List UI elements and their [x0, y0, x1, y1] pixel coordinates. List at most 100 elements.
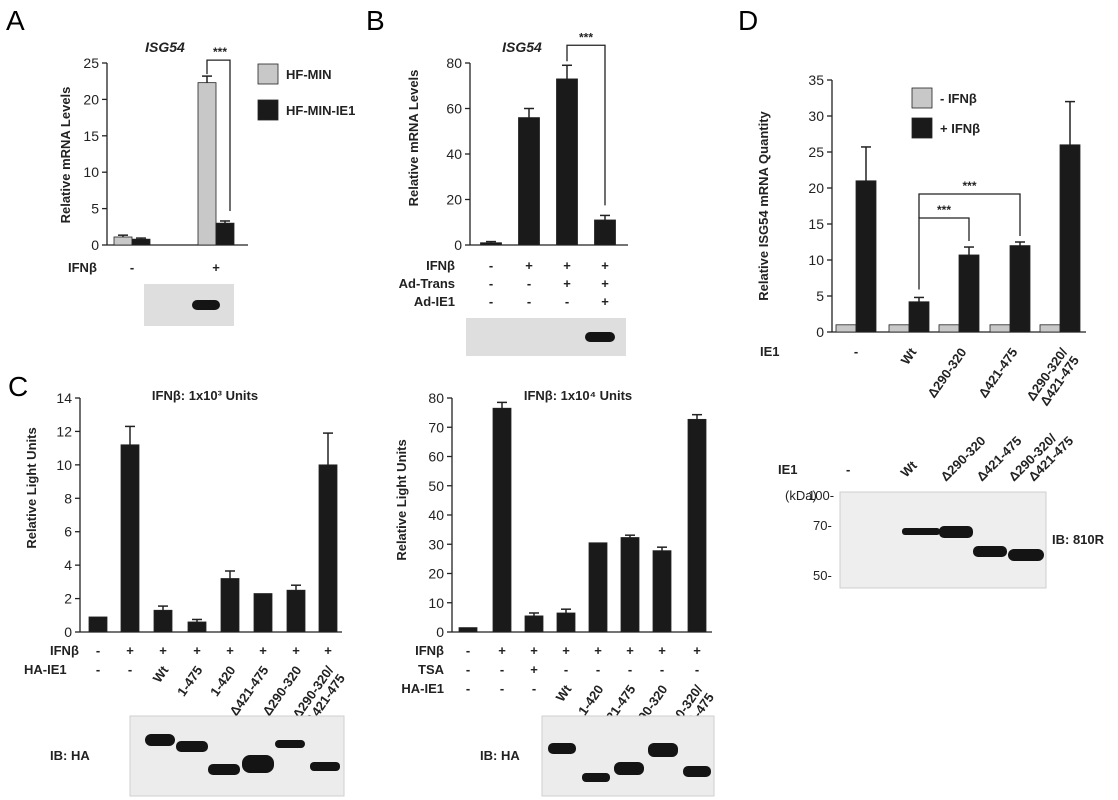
- condition-value: -: [128, 662, 132, 677]
- y-tick-label: 80: [428, 390, 444, 406]
- significance-bracket: [206, 59, 231, 211]
- condition-value: +: [563, 258, 571, 273]
- blot-d-marker: 100-: [808, 488, 834, 503]
- blot-c-left-band: [176, 741, 208, 752]
- condition-value: -: [489, 276, 493, 291]
- blot-d-band: [973, 546, 1007, 557]
- significance-stars: ***: [213, 45, 227, 59]
- blot-c-left-band: [242, 755, 274, 773]
- bar: [120, 444, 140, 633]
- y-tick-label: 0: [436, 624, 444, 640]
- condition-label: Ad-IE1: [414, 294, 455, 309]
- condition-value: +: [212, 260, 220, 275]
- condition-value: -: [500, 681, 504, 696]
- bar: [197, 82, 217, 246]
- bar: [131, 238, 151, 246]
- condition-value: 1-420: [575, 682, 606, 718]
- blot-d-lane-label: Δ290-320/Δ421-475: [1006, 423, 1077, 494]
- bar: [620, 537, 640, 633]
- condition-value: -: [565, 294, 569, 309]
- panel-label-a: A: [6, 5, 25, 36]
- condition-value: +: [159, 643, 167, 658]
- legend-swatch: [257, 99, 279, 121]
- bar: [594, 219, 616, 246]
- y-tick-label: 10: [808, 252, 824, 268]
- y-tick-label: 6: [64, 524, 72, 540]
- condition-value: +: [226, 643, 234, 658]
- bar: [835, 324, 857, 333]
- condition-value: +: [193, 643, 201, 658]
- condition-value: +: [693, 643, 701, 658]
- condition-value: -: [130, 260, 134, 275]
- bar: [480, 242, 502, 246]
- y-tick-label: 8: [64, 490, 72, 506]
- bar: [938, 324, 960, 333]
- condition-value: +: [562, 643, 570, 658]
- condition-value: +: [594, 643, 602, 658]
- y-tick-label: 40: [446, 146, 462, 162]
- condition-value: -: [695, 662, 699, 677]
- bar: [556, 78, 578, 246]
- chart-c-right: 0 10 20 30 40 50 60 70 80 IFNβ: 1x10⁴ Units Relati…: [394, 388, 717, 745]
- legend-swatch: [911, 87, 933, 109]
- category-label: Δ290-320: [924, 345, 969, 400]
- y-tick-label: 0: [64, 624, 72, 640]
- y-tick-label: 80: [446, 55, 462, 71]
- condition-value: 1-420: [207, 663, 238, 699]
- y-tick-label: 25: [83, 55, 99, 71]
- bar: [588, 542, 608, 633]
- y-tick-label: 12: [56, 423, 72, 439]
- bar: [253, 593, 273, 633]
- y-axis-label: Relative mRNA Levels: [58, 87, 73, 224]
- legend-swatch: [257, 63, 279, 85]
- bar: [215, 222, 235, 246]
- y-tick-label: 5: [91, 201, 99, 217]
- condition-value: +: [601, 276, 609, 291]
- blot-c-left-band: [310, 762, 340, 771]
- condition-value: -: [489, 258, 493, 273]
- condition-value: +: [525, 258, 533, 273]
- y-tick-label: 0: [91, 237, 99, 253]
- condition-value: -: [527, 276, 531, 291]
- condition-value: -: [466, 662, 470, 677]
- y-tick-label: 4: [64, 557, 72, 573]
- significance-bracket: [918, 193, 1021, 236]
- y-tick-label: 70: [428, 419, 444, 435]
- chart-b: 0 20 40 60 80 ISG54 Relative mRNA Levels IFNβ - +…: [399, 30, 628, 309]
- bar: [855, 180, 877, 333]
- blot-d-lane-label: -: [846, 462, 850, 477]
- y-tick-label: 60: [428, 449, 444, 465]
- blot-c-left: [129, 715, 345, 797]
- blot-a: [144, 284, 234, 326]
- significance-bracket: [566, 44, 606, 206]
- blot-d-marker: 50-: [813, 568, 832, 583]
- chart-title: IFNβ: 1x10³ Units: [152, 388, 258, 403]
- y-tick-label: 10: [428, 595, 444, 611]
- condition-label: IE1: [760, 344, 780, 359]
- condition-value: -: [500, 662, 504, 677]
- bar: [286, 589, 306, 633]
- bar: [888, 324, 910, 333]
- significance-bracket: [918, 217, 970, 290]
- chart-title: ISG54: [145, 39, 185, 55]
- condition-value: +: [658, 643, 666, 658]
- blot-c-right-band: [683, 766, 711, 777]
- condition-value: -: [96, 662, 100, 677]
- category-label: Wt: [898, 345, 920, 368]
- bar: [687, 418, 707, 633]
- condition-value: +: [498, 643, 506, 658]
- condition-label: HA-IE1: [401, 681, 444, 696]
- y-tick-label: 15: [83, 128, 99, 144]
- blot-d-band: [1008, 549, 1044, 561]
- chart-title: IFNβ: 1x10⁴ Units: [524, 388, 632, 403]
- condition-value: -: [660, 662, 664, 677]
- blot-d-marker: 70-: [813, 518, 832, 533]
- condition-label: IFNβ: [415, 643, 444, 658]
- condition-value: -: [96, 643, 100, 658]
- blot-c-right-band: [614, 762, 644, 775]
- y-tick-label: 50: [428, 478, 444, 494]
- condition-label: IFNβ: [50, 643, 79, 658]
- y-tick-label: 25: [808, 144, 824, 160]
- condition-label: TSA: [418, 662, 445, 677]
